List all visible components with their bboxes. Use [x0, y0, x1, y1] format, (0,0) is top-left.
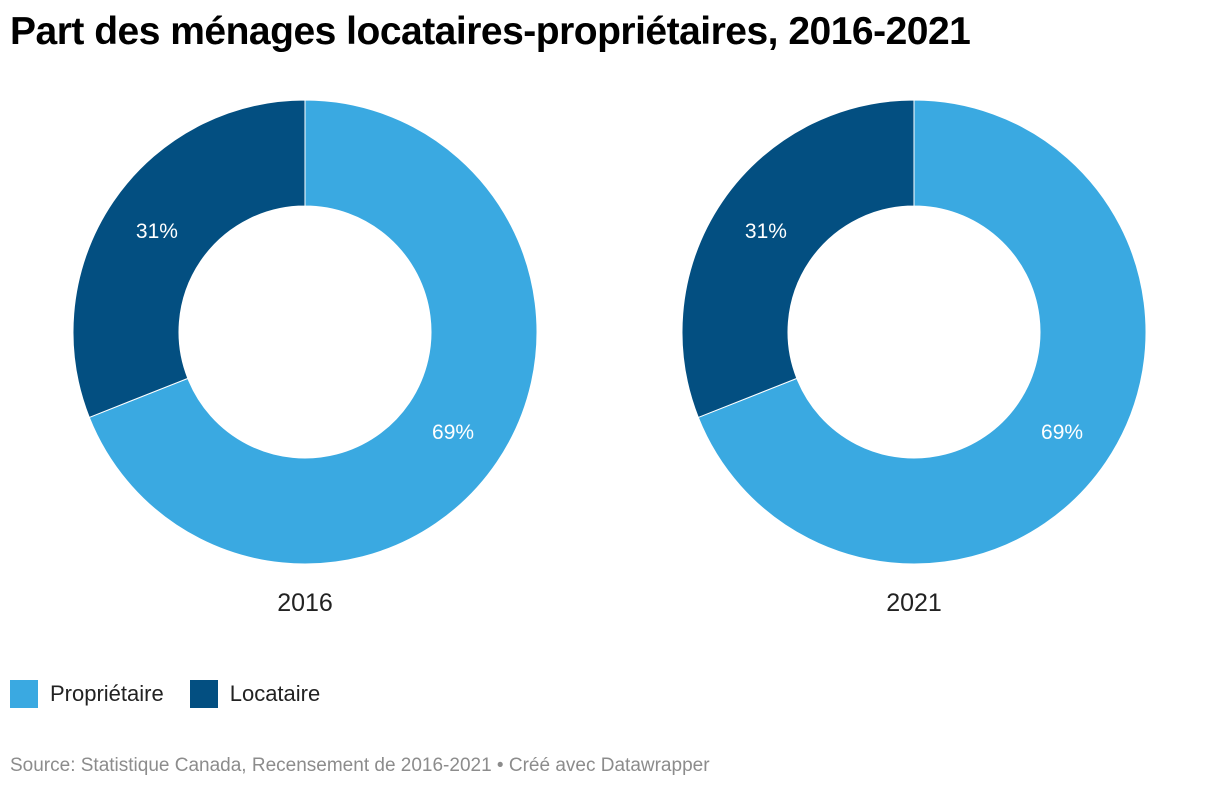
- chart-label-2021: 2021: [886, 589, 942, 617]
- data-label-locataire-2021: 31%: [745, 220, 787, 243]
- footer: Source: Statistique Canada, Recensement …: [10, 755, 710, 777]
- legend-item-locataire: Locataire: [189, 680, 321, 708]
- chart-title: Part des ménages locataires-propriétaire…: [10, 10, 971, 53]
- legend: Propriétaire Locataire: [10, 680, 346, 708]
- data-label-proprietaire-2016: 69%: [432, 421, 474, 444]
- slice-proprietaire-2021[interactable]: [697, 99, 1147, 565]
- legend-item-proprietaire: Propriétaire: [10, 680, 164, 708]
- legend-swatch-proprietaire: [10, 680, 38, 708]
- donut-chart-2021: 69% 31% 2021: [681, 99, 1147, 617]
- chart-label-2016: 2016: [277, 589, 333, 617]
- credit-link[interactable]: Créé avec Datawrapper: [508, 755, 710, 776]
- legend-label-locataire: Locataire: [229, 681, 321, 706]
- data-label-proprietaire-2021: 69%: [1041, 421, 1083, 444]
- data-label-locataire-2016: 31%: [136, 220, 178, 243]
- footer-separator: •: [491, 755, 509, 776]
- slice-locataire-2021[interactable]: [681, 99, 915, 419]
- donut-chart-2016: 69% 31% 2016: [72, 99, 538, 617]
- slice-locataire-2016[interactable]: [72, 99, 306, 419]
- donut-charts: 69% 31% 2016 69% 31% 2021: [72, 99, 1147, 617]
- source-text: Source: Statistique Canada, Recensement …: [10, 755, 492, 776]
- slice-proprietaire-2016[interactable]: [88, 99, 538, 565]
- legend-swatch-locataire: [189, 680, 218, 708]
- legend-label-proprietaire: Propriétaire: [50, 681, 164, 706]
